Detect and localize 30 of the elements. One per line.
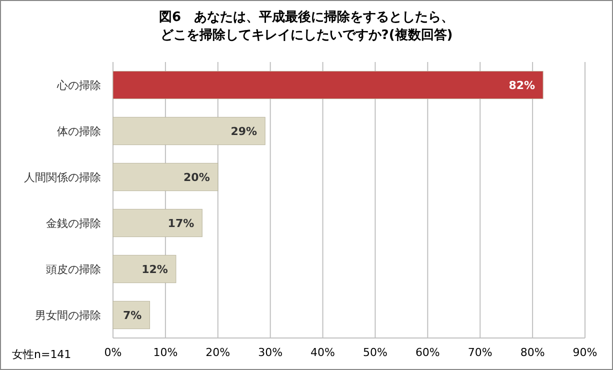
bar <box>112 116 266 146</box>
x-tick-label: 90% <box>572 346 598 359</box>
x-tick-label: 60% <box>415 346 440 359</box>
bar <box>112 70 544 100</box>
bar <box>112 162 218 192</box>
text: 女性n=141 <box>12 348 72 361</box>
x-tick-label: 0% <box>104 346 122 359</box>
y-tick-label: 頭皮の掃除 <box>46 263 101 276</box>
data-label: 20% <box>184 171 210 184</box>
x-tick-label: 50% <box>362 346 388 359</box>
y-tick-label: 金銭の掃除 <box>46 217 101 230</box>
x-tick-label: 80% <box>520 346 545 359</box>
x-tick-label: 10% <box>153 346 178 359</box>
bar <box>112 254 176 284</box>
y-tick-label: 体の掃除 <box>57 125 101 138</box>
x-tick-label: 40% <box>310 346 336 359</box>
data-label: 12% <box>142 263 168 276</box>
x-tick-label: 30% <box>258 346 283 359</box>
data-label: 82% <box>508 79 536 92</box>
y-tick-label: 人間関係の掃除 <box>24 171 101 184</box>
data-label: 29% <box>230 125 258 138</box>
x-tick-label: 70% <box>468 346 492 359</box>
x-tick-label: 20% <box>206 346 230 359</box>
bar <box>112 208 202 238</box>
y-tick-label: 男女間の掃除 <box>35 309 101 322</box>
data-label: 7% <box>123 309 142 322</box>
bar <box>112 300 150 330</box>
chart-title: 図6 あなたは、平成最後に掃除をするとしたら、どこを掃除してキレイにしたいですか?(複数回答) <box>158 9 456 45</box>
y-tick-label: 心の掃除 <box>56 79 101 92</box>
data-label: 17% <box>168 217 194 230</box>
